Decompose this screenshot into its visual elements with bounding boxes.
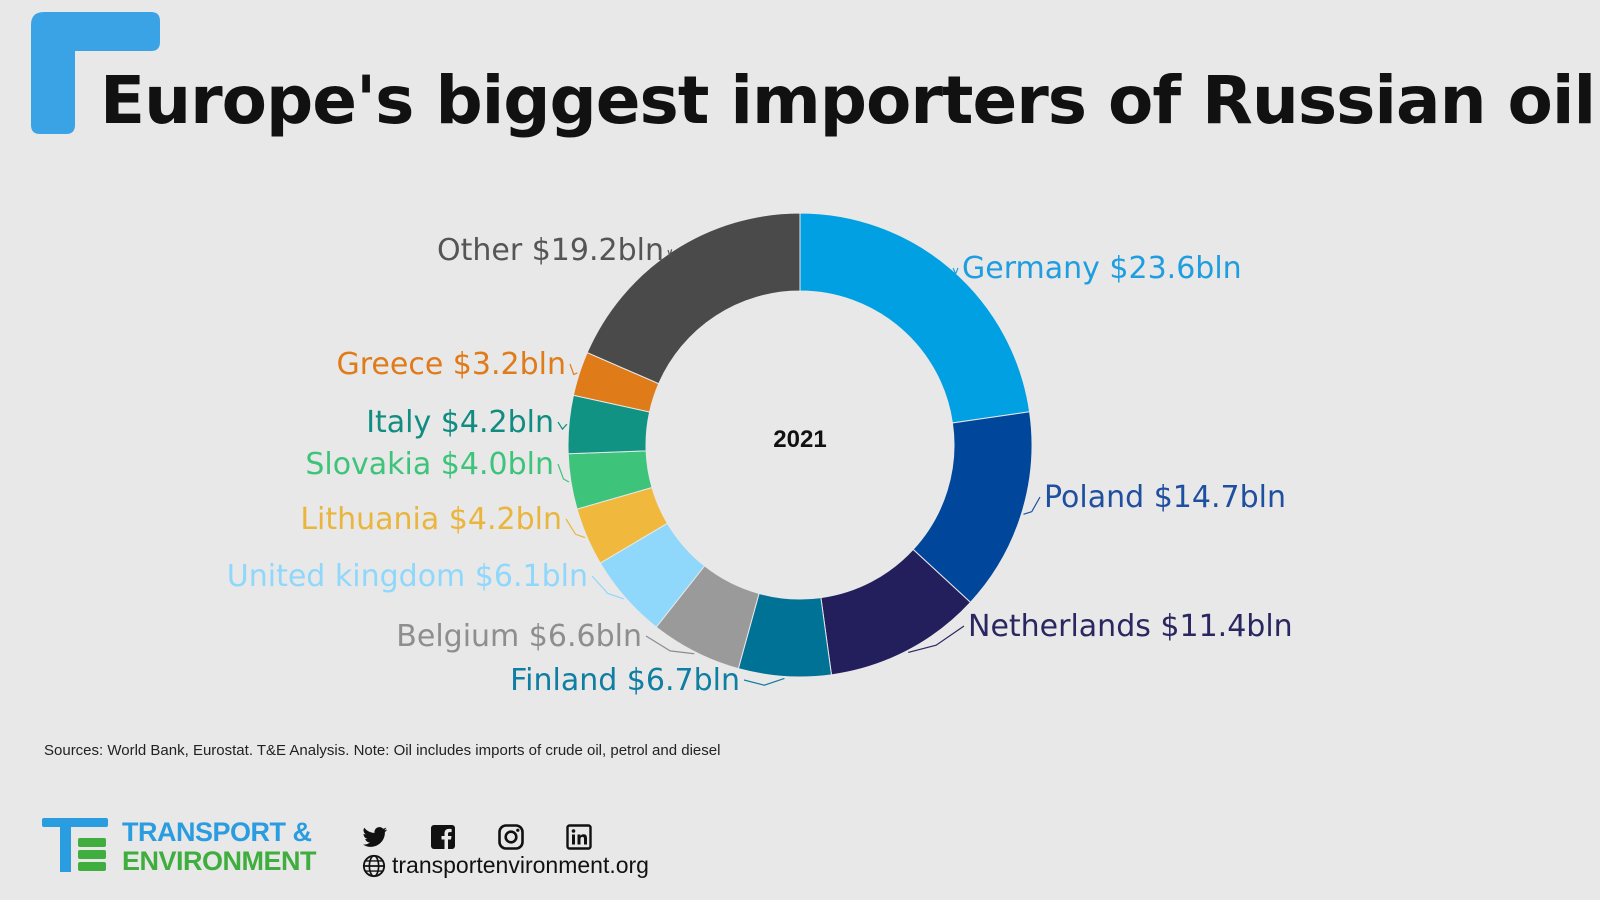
leader-line-5: [591, 575, 624, 600]
brand-line-2: ENVIRONMENT: [122, 846, 317, 876]
slice-label-7: Slovakia $4.0bln: [305, 447, 554, 482]
slice-label-9: Greece $3.2bln: [336, 347, 566, 382]
chart-leader-lines: [557, 249, 1041, 686]
leader-line-8: [557, 421, 568, 431]
leader-line-10: [667, 249, 673, 258]
leader-line-0: [952, 267, 959, 276]
leader-line-2: [908, 625, 965, 654]
slice-label-3: Finland $6.7bln: [510, 663, 740, 698]
instagram-icon[interactable]: [496, 822, 526, 852]
donut-chart: Germany $23.6bln Poland $14.7bln Netherlan…: [227, 212, 1293, 698]
facebook-icon[interactable]: [428, 822, 458, 852]
globe-icon: [362, 854, 386, 877]
slice-label-5: United kingdom $6.1bln: [227, 559, 588, 594]
website-link[interactable]: transportenvironment.org: [362, 852, 649, 879]
leader-line-6: [565, 518, 586, 539]
page-title: Europe's biggest importers of Russian oi…: [100, 62, 1596, 139]
te-logo-icon: [42, 818, 108, 872]
chart-center-label: 2021: [773, 426, 826, 453]
leader-line-7: [557, 463, 570, 483]
social-links: [360, 822, 594, 852]
slice-label-0: Germany $23.6bln: [962, 251, 1242, 286]
website-text: transportenvironment.org: [392, 852, 649, 878]
slice-label-1: Poland $14.7bln: [1044, 480, 1286, 515]
corner-accent-mark: [31, 12, 160, 134]
leader-line-4: [645, 635, 695, 655]
twitter-icon[interactable]: [360, 822, 390, 852]
brand-name: TRANSPORT & ENVIRONMENT: [122, 817, 317, 876]
leader-line-1: [1023, 496, 1041, 515]
slice-label-8: Italy $4.2bln: [366, 405, 554, 440]
slice-label-10: Other $19.2bln: [437, 233, 664, 268]
source-note: Sources: World Bank, Eurostat. T&E Analy…: [44, 742, 721, 759]
slice-0: [799, 212, 1031, 424]
slice-10: [586, 212, 801, 385]
chart-labels: Germany $23.6bln Poland $14.7bln Netherlan…: [227, 233, 1293, 698]
brand-line-1: TRANSPORT &: [122, 817, 312, 847]
slice-label-6: Lithuania $4.2bln: [300, 502, 562, 537]
slice-label-4: Belgium $6.6bln: [396, 619, 642, 654]
leader-line-9: [569, 363, 578, 376]
slice-label-2: Netherlands $11.4bln: [968, 609, 1293, 644]
leader-line-3: [743, 677, 785, 686]
linkedin-icon[interactable]: [564, 822, 594, 852]
chart-slices: [567, 212, 1033, 678]
